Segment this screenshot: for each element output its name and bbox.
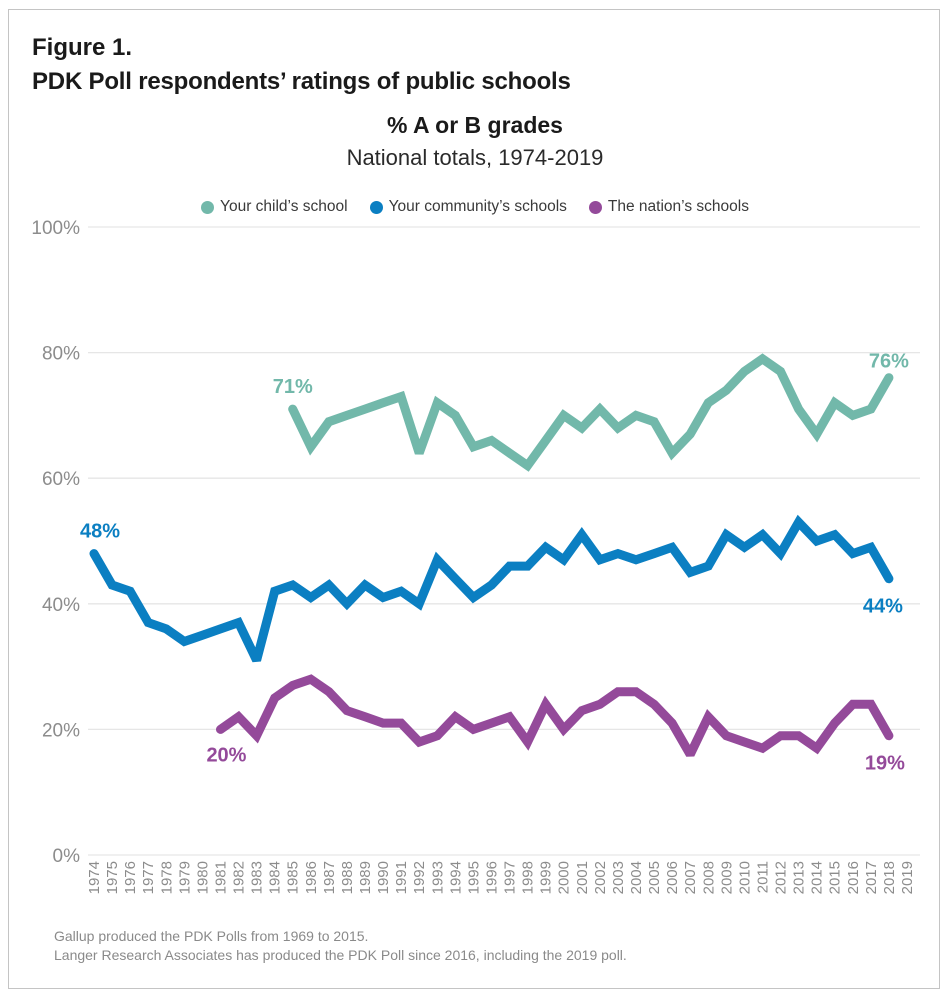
x-tick-label: 1975: [104, 861, 121, 894]
x-tick-label: 2005: [646, 861, 663, 894]
chart-subtitle: National totals, 1974-2019: [346, 145, 604, 170]
x-tick-label: 1979: [176, 861, 193, 894]
x-tick-label: 2017: [863, 861, 880, 894]
series-line-2: [216, 674, 894, 757]
series-line-1: [89, 514, 894, 663]
footnote-line-1: Gallup produced the PDK Polls from 1969 …: [54, 928, 369, 944]
x-tick-label: 2007: [682, 861, 699, 894]
x-tick-label: 2014: [809, 861, 826, 894]
x-tick-label: 2010: [736, 861, 753, 894]
chart-title: % A or B grades: [387, 112, 563, 138]
y-tick-label: 100%: [31, 218, 80, 239]
x-tick-label: 1989: [357, 861, 374, 894]
x-tick-label: 2000: [556, 861, 573, 894]
legend-item-community: Your community’s schools: [369, 198, 567, 216]
y-tick-label: 80%: [42, 344, 80, 365]
legend-label: Your community’s schools: [388, 198, 567, 215]
x-tick-label: 2003: [610, 861, 627, 894]
legend-item-nation: The nation’s schools: [588, 198, 749, 216]
x-tick-label: 2013: [791, 861, 808, 894]
x-tick-label: 2016: [845, 861, 862, 894]
y-tick-label: 0%: [53, 846, 81, 867]
x-tick-label: 1992: [411, 861, 428, 894]
x-tick-label: 1984: [267, 861, 284, 894]
x-tick-label: 1987: [321, 861, 338, 894]
legend-dot-icon: [369, 200, 383, 214]
x-tick-label: 1982: [231, 861, 248, 894]
x-tick-label: 2012: [773, 861, 790, 894]
x-tick-label: 1994: [447, 861, 464, 894]
legend: Your child’s school Your community’s sch…: [0, 198, 950, 216]
legend-label: Your child’s school: [220, 198, 348, 215]
x-tick-label: 2001: [574, 861, 591, 894]
figure-label: Figure 1.: [32, 34, 133, 61]
x-tick-label: 1999: [538, 861, 555, 894]
x-tick-label: 2018: [881, 861, 898, 894]
x-tick-label: 1998: [520, 861, 537, 894]
legend-item-child: Your child’s school: [201, 198, 348, 216]
x-tick-label: 1976: [122, 861, 139, 894]
footnote-line-2: Langer Research Associates has produced …: [54, 947, 627, 963]
x-tick-label: 1983: [249, 861, 266, 894]
x-tick-label: 1978: [158, 861, 175, 894]
series-line-0: [288, 353, 894, 472]
x-tick-label: 1985: [285, 861, 302, 894]
x-tick-label: 1995: [465, 861, 482, 894]
figure-frame: [8, 9, 940, 989]
x-tick-label: 1996: [483, 861, 500, 894]
x-tick-label: 2011: [754, 861, 771, 893]
x-tick-label: 2009: [718, 861, 735, 894]
x-tick-label: 2004: [628, 861, 645, 894]
x-tick-label: 1977: [140, 861, 157, 894]
x-tick-label: 1980: [194, 861, 211, 894]
x-tick-label: 2002: [592, 861, 609, 894]
x-tick-label: 2015: [827, 861, 844, 894]
figure-title: PDK Poll respondents’ ratings of public …: [32, 68, 571, 95]
legend-label: The nation’s schools: [607, 198, 749, 215]
data-label: 19%: [865, 753, 905, 775]
x-tick-label: 1993: [429, 861, 446, 894]
x-tick-label: 1986: [303, 861, 320, 894]
x-tick-label: 1991: [393, 861, 410, 894]
legend-dot-icon: [201, 200, 215, 214]
y-tick-label: 40%: [42, 595, 80, 616]
x-tick-label: 1997: [502, 861, 519, 894]
data-label: 44%: [863, 596, 903, 618]
data-label: 76%: [869, 351, 909, 373]
y-tick-label: 60%: [42, 469, 80, 490]
x-tick-label: 1974: [86, 861, 103, 894]
legend-dot-icon: [588, 200, 602, 214]
x-tick-label: 2008: [700, 861, 717, 894]
x-tick-label: 1988: [339, 861, 356, 894]
x-tick-label: 2006: [664, 861, 681, 894]
data-label: 48%: [80, 521, 120, 543]
data-label: 20%: [206, 744, 246, 766]
y-tick-label: 20%: [42, 720, 80, 741]
x-tick-label: 2019: [899, 861, 916, 894]
x-tick-label: 1981: [212, 861, 229, 894]
x-tick-label: 1990: [375, 861, 392, 894]
data-label: 71%: [273, 376, 313, 398]
